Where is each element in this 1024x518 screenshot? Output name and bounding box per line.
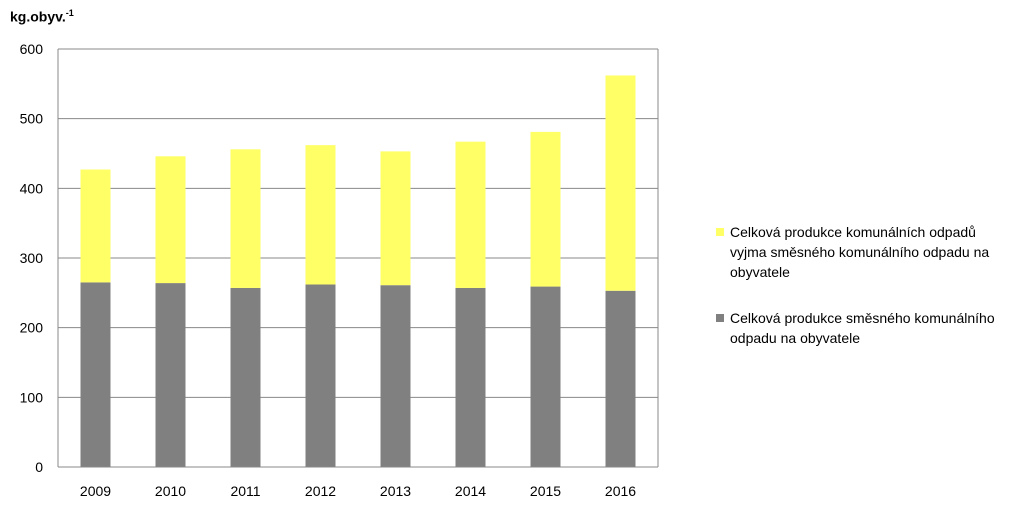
legend-label: Celková produkce směsného komunálního od…: [730, 310, 995, 346]
x-tick-label: 2009: [80, 483, 111, 499]
bar-other-waste: [155, 156, 186, 284]
bar-mixed-waste: [380, 285, 411, 467]
legend-swatch: [716, 228, 724, 236]
bar-other-waste: [380, 151, 411, 286]
bar-other-waste: [605, 75, 636, 291]
x-tick-label: 2016: [605, 483, 636, 499]
x-tick-label: 2015: [530, 483, 561, 499]
bar-other-waste: [305, 145, 336, 285]
bar-mixed-waste: [305, 284, 336, 467]
bar-mixed-waste: [230, 287, 261, 467]
legend-item: Celková produkce komunálních odpadů vyjm…: [716, 222, 1016, 282]
bar-mixed-waste: [455, 287, 486, 467]
legend-swatch: [716, 314, 724, 322]
legend-item: Celková produkce směsného komunálního od…: [716, 308, 1016, 348]
bar-mixed-waste: [530, 286, 561, 467]
y-tick-label: 400: [20, 180, 44, 196]
x-tick-label: 2010: [155, 483, 186, 499]
x-tick-label: 2012: [305, 483, 336, 499]
y-tick-label: 200: [20, 320, 44, 336]
y-tick-label: 600: [20, 41, 44, 57]
bar-other-waste: [455, 141, 486, 288]
bar-other-waste: [530, 131, 561, 287]
legend-label: Celková produkce komunálních odpadů vyjm…: [730, 224, 990, 280]
x-tick-label: 2013: [380, 483, 411, 499]
y-tick-label: 100: [20, 389, 44, 405]
y-tick-label: 0: [35, 459, 43, 475]
y-tick-label: 500: [20, 111, 44, 127]
y-axis-label: kg.obyv.-1: [10, 8, 74, 25]
legend: Celková produkce komunálních odpadů vyjm…: [716, 222, 1016, 374]
x-tick-label: 2011: [230, 483, 260, 499]
bar-mixed-waste: [80, 282, 111, 467]
bar-other-waste: [80, 169, 111, 283]
bar-other-waste: [230, 149, 261, 288]
bar-mixed-waste: [605, 290, 636, 467]
x-tick-label: 2014: [455, 483, 486, 499]
bar-mixed-waste: [155, 283, 186, 467]
y-tick-label: 300: [20, 250, 44, 266]
